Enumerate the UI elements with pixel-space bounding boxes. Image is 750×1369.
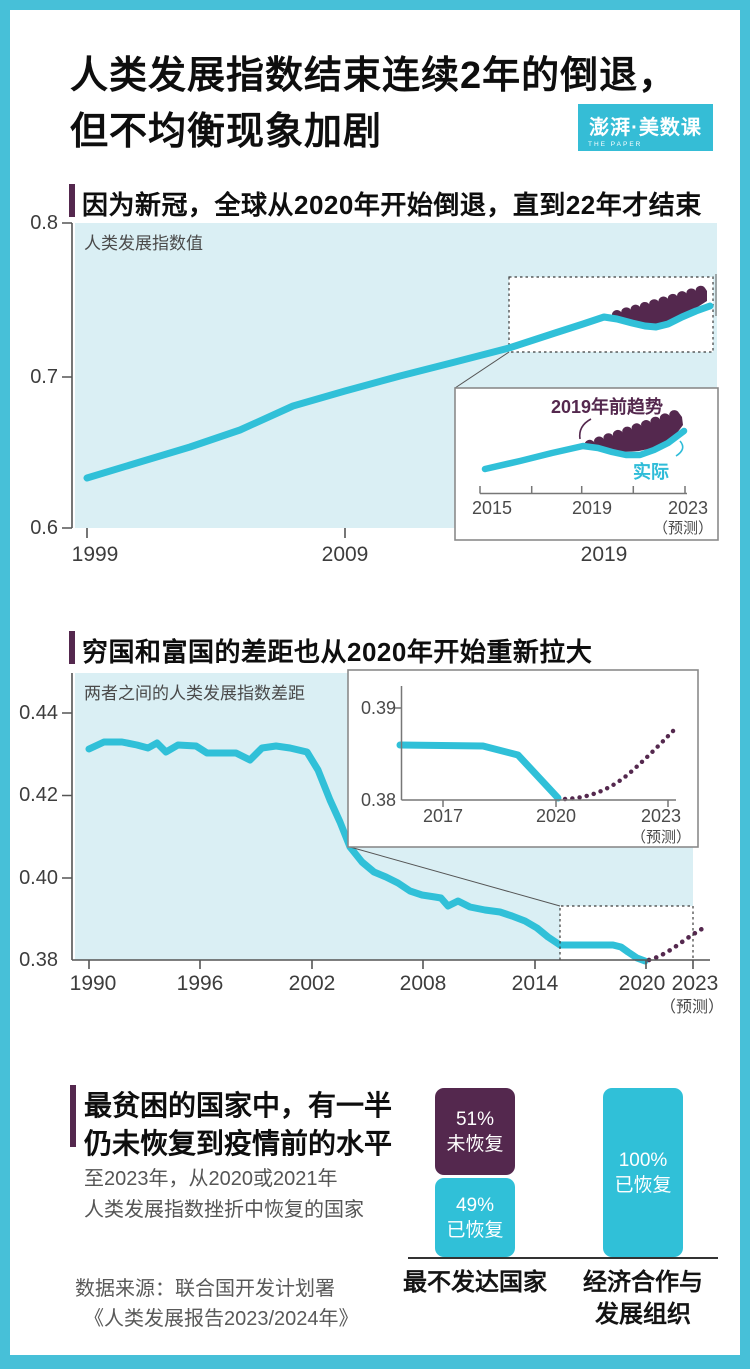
chart1-trend-gap-area bbox=[611, 285, 707, 325]
chart1-y-axis bbox=[62, 222, 73, 529]
page-title-line1: 人类发展指数结束连续2年的倒退， bbox=[70, 55, 678, 97]
bar-oecd-recovered-label: 100% 已恢复 bbox=[603, 1088, 683, 1257]
publisher-logo: 澎湃·美数课 THE PAPER bbox=[578, 104, 713, 151]
section2-accent-bar bbox=[69, 631, 75, 664]
inset2-y-tick-0.39: 0.39 bbox=[360, 698, 396, 718]
chart2-forecast-dots bbox=[646, 923, 710, 963]
bar-category-ldc: 最不发达国家 bbox=[403, 1269, 547, 1296]
inset2-x-tick-2020: 2020 bbox=[535, 806, 577, 826]
publisher-logo-text: 澎湃·美数课 bbox=[589, 117, 702, 139]
bar-ldc-not-recovered-status: 未恢复 bbox=[446, 1133, 504, 1155]
chart2-y-tick-0.42: 0.42 bbox=[19, 784, 58, 806]
inset1-actual-label: 实际 bbox=[633, 462, 669, 482]
bar-ldc-not-recovered-pct: 51% bbox=[455, 1108, 495, 1130]
bar-ldc-recovered-pct: 49% bbox=[455, 1194, 495, 1216]
chart2-x-tick-1990: 1990 bbox=[69, 972, 117, 995]
inset2-forecast-note: （预测） bbox=[630, 829, 692, 846]
chart2-inset-forecast-dots bbox=[562, 724, 680, 802]
section3-title-line1: 最贫困的国家中，有一半 bbox=[84, 1090, 393, 1121]
chart2-y-tick-0.40: 0.40 bbox=[19, 867, 58, 889]
bar-ldc-recovered-label: 49% 已恢复 bbox=[435, 1178, 515, 1257]
inset1-trend-label: 2019年前趋势 bbox=[550, 397, 664, 417]
bar-oecd-recovered bbox=[603, 1088, 683, 1257]
section2-title: 穷国和富国的差距也从2020年开始重新拉大 bbox=[82, 637, 593, 667]
chart1-x-tick-2019: 2019 bbox=[580, 543, 628, 566]
data-source-line2: 《人类发展报告2023/2024年》 bbox=[84, 1308, 359, 1330]
chart2-axes bbox=[62, 673, 710, 969]
chart1-y-tick-0.6: 0.6 bbox=[30, 517, 58, 539]
section3-accent-bar bbox=[70, 1085, 76, 1147]
chart2-x-tick-2020: 2020 bbox=[618, 972, 666, 995]
chart2-gap-line bbox=[85, 738, 649, 965]
chart1-x-tick-1999: 1999 bbox=[71, 543, 119, 566]
section3-subtitle-line1: 至2023年，从2020或2021年 bbox=[84, 1168, 338, 1190]
chart2-inset-connector bbox=[349, 846, 561, 907]
chart2-x-tick-2023: 2023 bbox=[671, 972, 719, 995]
chart1-inset-trend-gap-area bbox=[584, 410, 683, 452]
bar-ldc-recovered-status: 已恢复 bbox=[446, 1219, 504, 1241]
bar-category-oecd-line1: 经济合作与 bbox=[583, 1269, 703, 1296]
bar-ldc-recovered bbox=[435, 1178, 515, 1257]
chart1-y-tick-0.7: 0.7 bbox=[30, 366, 58, 388]
inset1-x-tick-2015: 2015 bbox=[471, 498, 513, 518]
chart1-y-tick-0.8: 0.8 bbox=[30, 212, 58, 234]
chart1-inset-x-axis bbox=[479, 486, 687, 495]
inset2-x-tick-2017: 2017 bbox=[422, 806, 464, 826]
inset2-y-tick-0.38: 0.38 bbox=[360, 790, 396, 810]
bar-ldc-not-recovered-label: 51% 未恢复 bbox=[435, 1088, 515, 1175]
chart1-inset-connector bbox=[454, 351, 510, 389]
publisher-logo-subtext: THE PAPER bbox=[588, 141, 643, 148]
chart1-x-tick-2009: 2009 bbox=[321, 543, 369, 566]
chart2-inset-gap-line bbox=[396, 741, 562, 802]
chart2-y-tick-0.44: 0.44 bbox=[19, 702, 58, 724]
section3-subtitle-line2: 人类发展指数挫折中恢复的国家 bbox=[84, 1199, 364, 1221]
chart1-inset-actual-line bbox=[481, 427, 688, 473]
chart2-x-tick-1996: 1996 bbox=[176, 972, 224, 995]
data-source-line1: 数据来源：联合国开发计划署 bbox=[75, 1278, 335, 1300]
chart2-x-tick-2008: 2008 bbox=[399, 972, 447, 995]
chart2-inset-axes bbox=[393, 686, 676, 807]
chart2-x-tick-2002: 2002 bbox=[288, 972, 336, 995]
chart2-y-tick-0.38: 0.38 bbox=[19, 949, 58, 971]
chart2-y-axis-label: 两者之间的人类发展指数差距 bbox=[84, 684, 305, 703]
bar-ldc-not-recovered bbox=[435, 1088, 515, 1175]
chart1-y-axis-label: 人类发展指数值 bbox=[84, 234, 203, 253]
section1-accent-bar bbox=[69, 184, 75, 217]
inset1-forecast-note: （预测） bbox=[652, 520, 714, 537]
chart1-actual-line bbox=[83, 302, 714, 482]
actual-label-pointer bbox=[675, 440, 684, 457]
section1-title: 因为新冠，全球从2020年开始倒退，直到22年才结束 bbox=[82, 190, 702, 220]
inset2-x-tick-2023: 2023 bbox=[640, 806, 682, 826]
bar-oecd-recovered-status: 已恢复 bbox=[614, 1174, 672, 1196]
chart2-forecast-note: （预测） bbox=[659, 999, 725, 1016]
section3-title-line2: 仍未恢复到疫情前的水平 bbox=[84, 1128, 393, 1159]
page-title-line2: 但不均衡现象加剧 bbox=[70, 111, 383, 153]
bar-oecd-recovered-pct: 100% bbox=[618, 1149, 668, 1171]
inset1-x-tick-2023: 2023 bbox=[667, 498, 709, 518]
chart2-x-tick-2014: 2014 bbox=[511, 972, 559, 995]
bar-category-oecd-line2: 发展组织 bbox=[595, 1301, 691, 1328]
inset1-x-tick-2019: 2019 bbox=[571, 498, 613, 518]
trend-label-pointer bbox=[578, 418, 592, 440]
